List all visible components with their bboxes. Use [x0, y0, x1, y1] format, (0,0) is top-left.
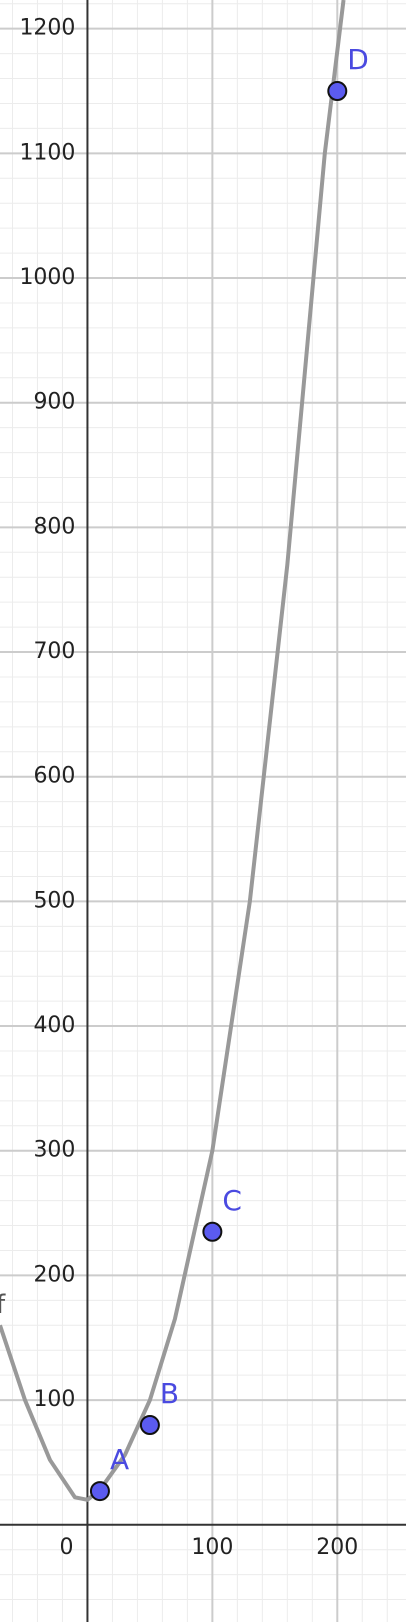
- x-tick-label: 0: [59, 1535, 73, 1560]
- point-label: A: [110, 1443, 129, 1476]
- function-label: f: [0, 1290, 6, 1320]
- y-tick-label: 800: [33, 514, 75, 539]
- point-label: B: [160, 1377, 179, 1410]
- point: [327, 81, 348, 102]
- y-tick-label: 100: [33, 1387, 75, 1412]
- y-tick-label: 1000: [19, 265, 75, 290]
- point: [139, 1415, 160, 1436]
- y-tick-label: 900: [33, 390, 75, 415]
- y-tick-label: 500: [33, 888, 75, 913]
- point: [202, 1221, 223, 1242]
- y-tick-label: 200: [33, 1262, 75, 1287]
- y-tick-label: 700: [33, 639, 75, 664]
- point-label: C: [222, 1184, 242, 1217]
- y-tick-label: 400: [33, 1013, 75, 1038]
- point: [89, 1481, 110, 1502]
- point-label: D: [347, 43, 369, 76]
- x-tick-label: 200: [316, 1535, 358, 1560]
- y-tick-label: 1100: [19, 140, 75, 165]
- function-curve: [0, 0, 346, 1502]
- y-tick-label: 1200: [19, 16, 75, 41]
- y-tick-label: 600: [33, 764, 75, 789]
- x-tick-label: 100: [191, 1535, 233, 1560]
- y-tick-label: 300: [33, 1138, 75, 1163]
